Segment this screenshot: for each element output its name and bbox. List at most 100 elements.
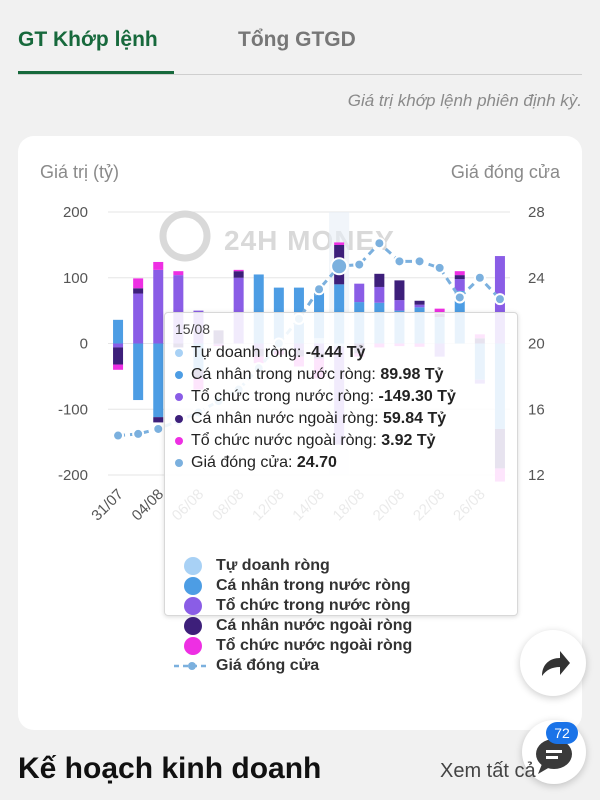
price-point (353, 258, 366, 271)
dot-icon (175, 458, 183, 467)
bar-segment (414, 304, 425, 308)
bar-segment (153, 343, 164, 418)
tab-gt-khop-lenh[interactable]: GT Khớp lệnh (18, 28, 158, 51)
price-point (473, 271, 486, 284)
tooltip-label: Cá nhân nước ngoài ròng: (191, 410, 383, 427)
y-tick-label: 100 (63, 270, 88, 287)
dot-icon (175, 370, 183, 379)
watermark-logo-icon (159, 210, 211, 262)
tooltip-label: Tổ chức trong nước ròng: (191, 388, 379, 405)
legend-swatch (184, 597, 202, 615)
tab-bar: GT Khớp lệnh Tổng GTGD (0, 0, 600, 80)
legend-swatch (184, 557, 202, 575)
price-point (393, 255, 406, 268)
tooltip-date: 15/08 (175, 321, 211, 337)
bar-segment (113, 364, 124, 370)
bar-segment (434, 308, 445, 314)
tooltip-row-to-chuc-trong-nuoc: Tổ chức trong nước ròng: -149.30 Tỷ (175, 387, 456, 407)
bar-segment (233, 271, 244, 278)
watermark-text: 24H MONEY (224, 225, 395, 256)
tooltip-row-tu-doanh: Tự doanh ròng: -4.44 Tỷ (175, 343, 365, 363)
tooltip-label: Giá đóng cửa: (191, 454, 297, 471)
y2-tick-label: 28 (528, 204, 545, 221)
tooltip-row-to-chuc-nuoc-ngoai: Tổ chức nước ngoài ròng: 3.92 Tỷ (175, 431, 436, 451)
y-axis-right-label: Giá đóng cửa (450, 162, 560, 182)
price-point (413, 255, 426, 268)
x-tick-label: 04/08 (129, 486, 168, 525)
tooltip-row-ca-nhan-nuoc-ngoai: Cá nhân nước ngoài ròng: 59.84 Tỷ (175, 409, 446, 429)
legend-label: Giá đóng cửa (216, 657, 320, 674)
legend-label: Tổ chức trong nước ròng (216, 597, 411, 614)
bar-segment (374, 273, 385, 287)
bar-segment (394, 280, 405, 301)
y2-tick-label: 20 (528, 336, 545, 353)
see-all-link[interactable]: Xem tất cả (440, 760, 536, 782)
legend-label: Tổ chức nước ngoài ròng (216, 637, 413, 654)
legend-swatch (184, 617, 202, 635)
legend-label: Cá nhân nước ngoài ròng (216, 617, 413, 634)
dot-icon (175, 436, 183, 445)
price-point (493, 293, 506, 306)
tab-divider (18, 74, 582, 75)
legend-label: Cá nhân trong nước ròng (216, 577, 411, 594)
bar-segment (153, 417, 164, 423)
tab-tong-gtgd[interactable]: Tổng GTGD (238, 28, 356, 51)
dot-icon (175, 392, 183, 401)
tooltip-value: -149.30 Tỷ (378, 388, 456, 405)
bar-segment (133, 343, 144, 401)
chart-subtitle: Giá trị khớp lệnh phiên định kỳ. (347, 91, 582, 110)
chat-icon (536, 739, 572, 774)
bar-segment (253, 274, 264, 344)
price-point (112, 429, 125, 442)
bar-segment (233, 269, 244, 272)
y2-tick-label: 12 (528, 467, 545, 484)
tooltip-value: 3.92 Tỷ (381, 432, 436, 449)
price-point (453, 291, 466, 304)
bar-segment (133, 288, 144, 294)
bar-segment (113, 319, 124, 344)
y-axis-left-label: Giá trị (tỷ) (40, 162, 119, 182)
share-icon (542, 651, 570, 676)
tooltip-label: Cá nhân trong nước ròng: (191, 366, 381, 383)
y-tick-label: 200 (63, 204, 88, 221)
bar-segment (133, 293, 144, 344)
bar-segment (113, 347, 124, 365)
y2-tick-label: 24 (528, 270, 545, 287)
bar-segment (133, 278, 144, 289)
bar-segment (113, 343, 124, 348)
y2-tick-label: 16 (528, 401, 545, 418)
legend-swatch (184, 637, 202, 655)
bar-segment (354, 283, 365, 303)
bar-segment (414, 300, 425, 305)
chart-card: Giá trị (tỷ) Giá đóng cửa -200 -100 0 100 20… (18, 136, 582, 730)
tooltip-row-ca-nhan-trong-nuoc: Cá nhân trong nước ròng: 89.98 Tỷ (175, 365, 443, 385)
bar-segment (153, 269, 164, 344)
price-point (313, 283, 326, 296)
chart-tooltip: 15/08 Tự doanh ròng: -4.44 Tỷ Cá nhân tr… (164, 312, 518, 616)
price-point (433, 261, 446, 274)
bar-segment (173, 271, 184, 276)
dot-icon (175, 414, 183, 423)
bar-segment (454, 279, 465, 291)
bar-segment (394, 300, 405, 311)
tooltip-label: Tự doanh ròng: (191, 344, 306, 361)
bar-segment (374, 286, 385, 303)
legend-label: Tự doanh ròng (216, 557, 330, 574)
y-tick-label: 0 (80, 336, 88, 353)
price-point (373, 237, 386, 250)
tooltip-value: 24.70 (296, 454, 337, 471)
tooltip-row-gia-dong-cua: Giá đóng cửa: 24.70 (175, 453, 337, 473)
tooltip-value: -4.44 Tỷ (305, 344, 366, 361)
dot-icon (175, 348, 183, 357)
active-tab-indicator (18, 71, 174, 74)
bar-segment (173, 275, 184, 344)
x-tick-label: 31/07 (88, 486, 127, 525)
legend-swatch (184, 577, 202, 595)
tooltip-label: Tổ chức nước ngoài ròng: (191, 432, 382, 449)
bar-segment (334, 242, 345, 245)
price-point (132, 427, 145, 440)
share-button[interactable] (520, 630, 586, 696)
bar-segment (454, 271, 465, 276)
y-tick-label: -200 (58, 467, 88, 484)
tooltip-value: 59.84 Tỷ (383, 410, 447, 427)
